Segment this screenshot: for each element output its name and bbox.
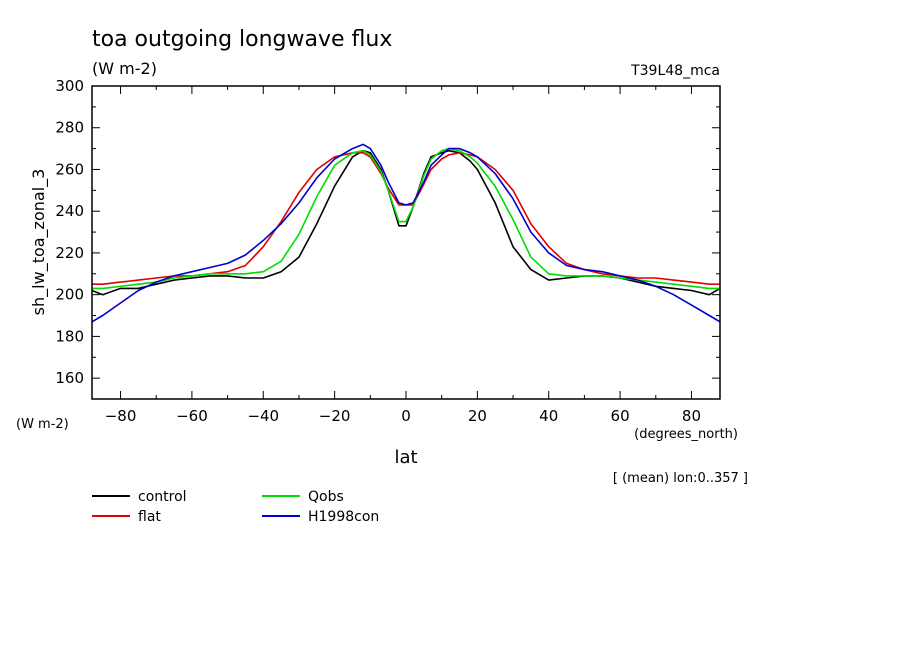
y-axis-label: sh_lw_toa_zonal_3: [29, 169, 49, 316]
chart-units: (W m-2): [92, 59, 157, 78]
x-tick-labels: −80 −60 −40 −20 0 20 40 60 80: [105, 407, 701, 425]
x-tick-label: −60: [176, 407, 208, 425]
legend-label-flat: flat: [138, 509, 161, 525]
y-tick-labels: 160 180 200 220 240 260 280 300: [55, 77, 84, 387]
x-axis-label: lat: [394, 447, 417, 468]
legend-label-h1998con: H1998con: [308, 509, 379, 525]
y-tick-label: 220: [55, 244, 84, 262]
x-tick-label: 0: [401, 407, 411, 425]
plot-frame: [91, 85, 721, 400]
x-tick-label: 80: [682, 407, 701, 425]
legend: control flat Qobs H1998con: [92, 489, 379, 525]
axis-ticks: [92, 85, 720, 399]
y-tick-label: 180: [55, 327, 84, 345]
series-line-h1998con: [91, 143, 721, 323]
x-tick-label: 40: [539, 407, 558, 425]
x-tick-label: 60: [611, 407, 630, 425]
series-lines: [91, 143, 721, 323]
averaging-note: [ (mean) lon:0..357 ]: [613, 471, 748, 486]
x-tick-label: 20: [468, 407, 487, 425]
y-tick-label: 260: [55, 160, 84, 178]
y-tick-label: 160: [55, 369, 84, 387]
x-tick-label: −20: [319, 407, 351, 425]
x-tick-label: −40: [247, 407, 279, 425]
chart-title: toa outgoing longwave flux: [92, 27, 392, 52]
x-axis-units: (degrees_north): [634, 427, 738, 442]
run-label: T39L48_mca: [630, 63, 720, 79]
x-tick-label: −80: [105, 407, 137, 425]
y-tick-label: 200: [55, 286, 84, 304]
y-tick-label: 280: [55, 119, 84, 137]
series-line-flat: [92, 152, 720, 286]
legend-label-qobs: Qobs: [308, 489, 344, 505]
y-axis-units: (W m-2): [16, 417, 69, 432]
legend-label-control: control: [138, 489, 187, 505]
y-tick-label: 240: [55, 202, 84, 220]
y-tick-label: 300: [55, 77, 84, 95]
series-line-qobs: [92, 147, 720, 290]
